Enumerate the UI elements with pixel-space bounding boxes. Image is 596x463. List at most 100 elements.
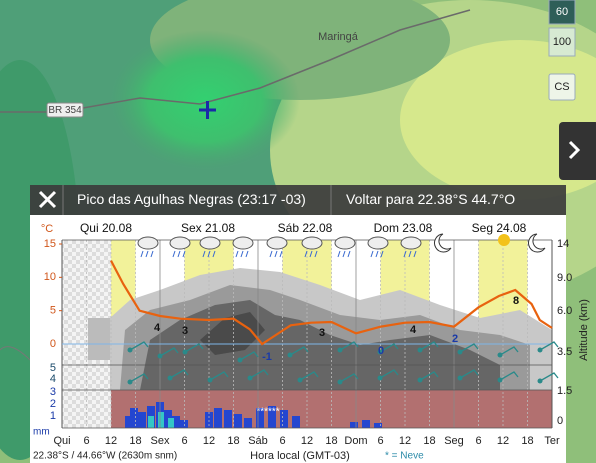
wind-barb <box>289 346 309 356</box>
weather-icon <box>202 250 216 258</box>
x-tick-label: 6 <box>83 435 89 447</box>
x-tick-label: 18 <box>325 435 337 447</box>
precip-bar <box>214 408 222 428</box>
wind-barb <box>339 373 359 383</box>
wind-barb <box>459 343 479 353</box>
wind-tick-label: 5 <box>50 362 56 374</box>
meteogram: ******Qui 6 12 18 Sex 6 12 18 Sáb 6 12 18 Dom 6 12 18 Se… <box>33 221 590 462</box>
cloud-level-label: -1 <box>262 351 272 363</box>
precip-bar <box>292 416 300 428</box>
cloud-level-label: 4 <box>154 322 161 334</box>
precip-bar <box>168 418 174 428</box>
y2-axis-label: Altitude (km) <box>578 299 590 361</box>
moon-icon <box>434 233 452 253</box>
road-label: BR 354 <box>48 105 82 116</box>
y2-tick-label: 6.0 <box>557 305 572 317</box>
chevron-icon <box>568 140 581 160</box>
layer-button[interactable] <box>548 73 576 101</box>
x-tick-label: 12 <box>399 435 411 447</box>
weather-icon <box>199 236 221 250</box>
wind-tick-label: 3 <box>50 386 56 398</box>
precip-bar <box>256 408 264 428</box>
day-label: Qui 20.08 <box>80 221 132 235</box>
temperature-line <box>110 260 553 346</box>
zoom-button[interactable] <box>548 27 576 57</box>
weather-icon <box>304 250 318 258</box>
x-tick-label: Sex <box>151 435 170 447</box>
weather-icon <box>367 236 389 250</box>
precip-bar <box>180 420 188 428</box>
wind-barb <box>129 341 149 351</box>
precip-unit: mm <box>33 427 50 438</box>
wind-barb <box>539 341 559 351</box>
weather-icon <box>140 250 154 258</box>
wind-barb <box>499 371 519 381</box>
wind-barb <box>159 347 179 357</box>
precip-bar <box>244 418 252 428</box>
wind-barb <box>459 369 479 379</box>
layer-button-label[interactable]: CS <box>554 81 569 93</box>
precip-bar <box>268 406 276 428</box>
x-tick-label: 6 <box>377 435 383 447</box>
precip-bar <box>138 412 146 428</box>
cloud-level-label: 2 <box>452 333 458 345</box>
x-tick-label: 12 <box>301 435 313 447</box>
x-tick-label: 12 <box>203 435 215 447</box>
precip-bar <box>148 416 154 428</box>
y-axis-label: °C <box>41 223 53 235</box>
weather-icon <box>169 236 191 250</box>
precip-bar <box>125 416 133 428</box>
precip-bar <box>234 414 242 428</box>
weather-icon <box>266 236 288 250</box>
x-tick-label: 18 <box>521 435 533 447</box>
wind-barb <box>499 346 519 356</box>
weather-icon <box>172 250 186 258</box>
day-label: Sex 21.08 <box>181 221 235 235</box>
x-tick-label: 6 <box>279 435 285 447</box>
close-button[interactable] <box>38 190 57 209</box>
weather-icon <box>137 236 159 250</box>
zoom-button-label[interactable]: 60 <box>556 6 568 18</box>
wind-barb <box>339 341 359 351</box>
x-tick-label: 12 <box>105 435 117 447</box>
zoom-button[interactable] <box>548 0 576 25</box>
x-axis-label: Hora local (GMT-03) <box>250 450 350 462</box>
wind-barb <box>169 369 189 379</box>
weather-icon <box>403 250 417 258</box>
wind-tick-label: 1 <box>50 410 56 422</box>
weather-icon <box>334 236 356 250</box>
precip-bar <box>158 412 164 428</box>
popup-header <box>30 185 566 215</box>
sun-icon <box>498 234 510 246</box>
zoom-button-label[interactable]: 100 <box>553 36 571 48</box>
wind-barb <box>184 343 204 353</box>
weather-icon <box>400 236 422 250</box>
x-tick-label: 18 <box>129 435 141 447</box>
precip-bar <box>362 420 370 428</box>
weather-icon <box>235 250 249 258</box>
wind-barb <box>299 371 319 381</box>
x-tick-label: Ter <box>544 435 560 447</box>
snow-note: * = Neve <box>385 451 424 462</box>
wind-barb <box>209 371 229 381</box>
back-link[interactable]: Voltar para 22.38°S 44.7°O <box>346 191 515 207</box>
day-label: Dom 23.08 <box>374 221 433 235</box>
weather-icon <box>337 250 351 258</box>
wind-barb <box>129 373 149 383</box>
precip-bar <box>224 410 232 428</box>
moon-icon <box>528 233 546 253</box>
cloud-level-label: 4 <box>410 324 417 336</box>
precip-bar <box>350 422 358 428</box>
y2-tick-label: 9.0 <box>557 272 572 284</box>
x-tick-label: Dom <box>344 435 367 447</box>
y2-tick-label: 14 <box>557 238 569 250</box>
wind-barb <box>419 371 439 381</box>
wind-barb <box>379 369 399 379</box>
weather-icon <box>301 236 323 250</box>
y-tick-label: 0 <box>50 338 56 350</box>
precip-bar <box>374 423 382 428</box>
wind-barb <box>239 351 259 361</box>
cloud-level-label: 0 <box>378 345 384 357</box>
